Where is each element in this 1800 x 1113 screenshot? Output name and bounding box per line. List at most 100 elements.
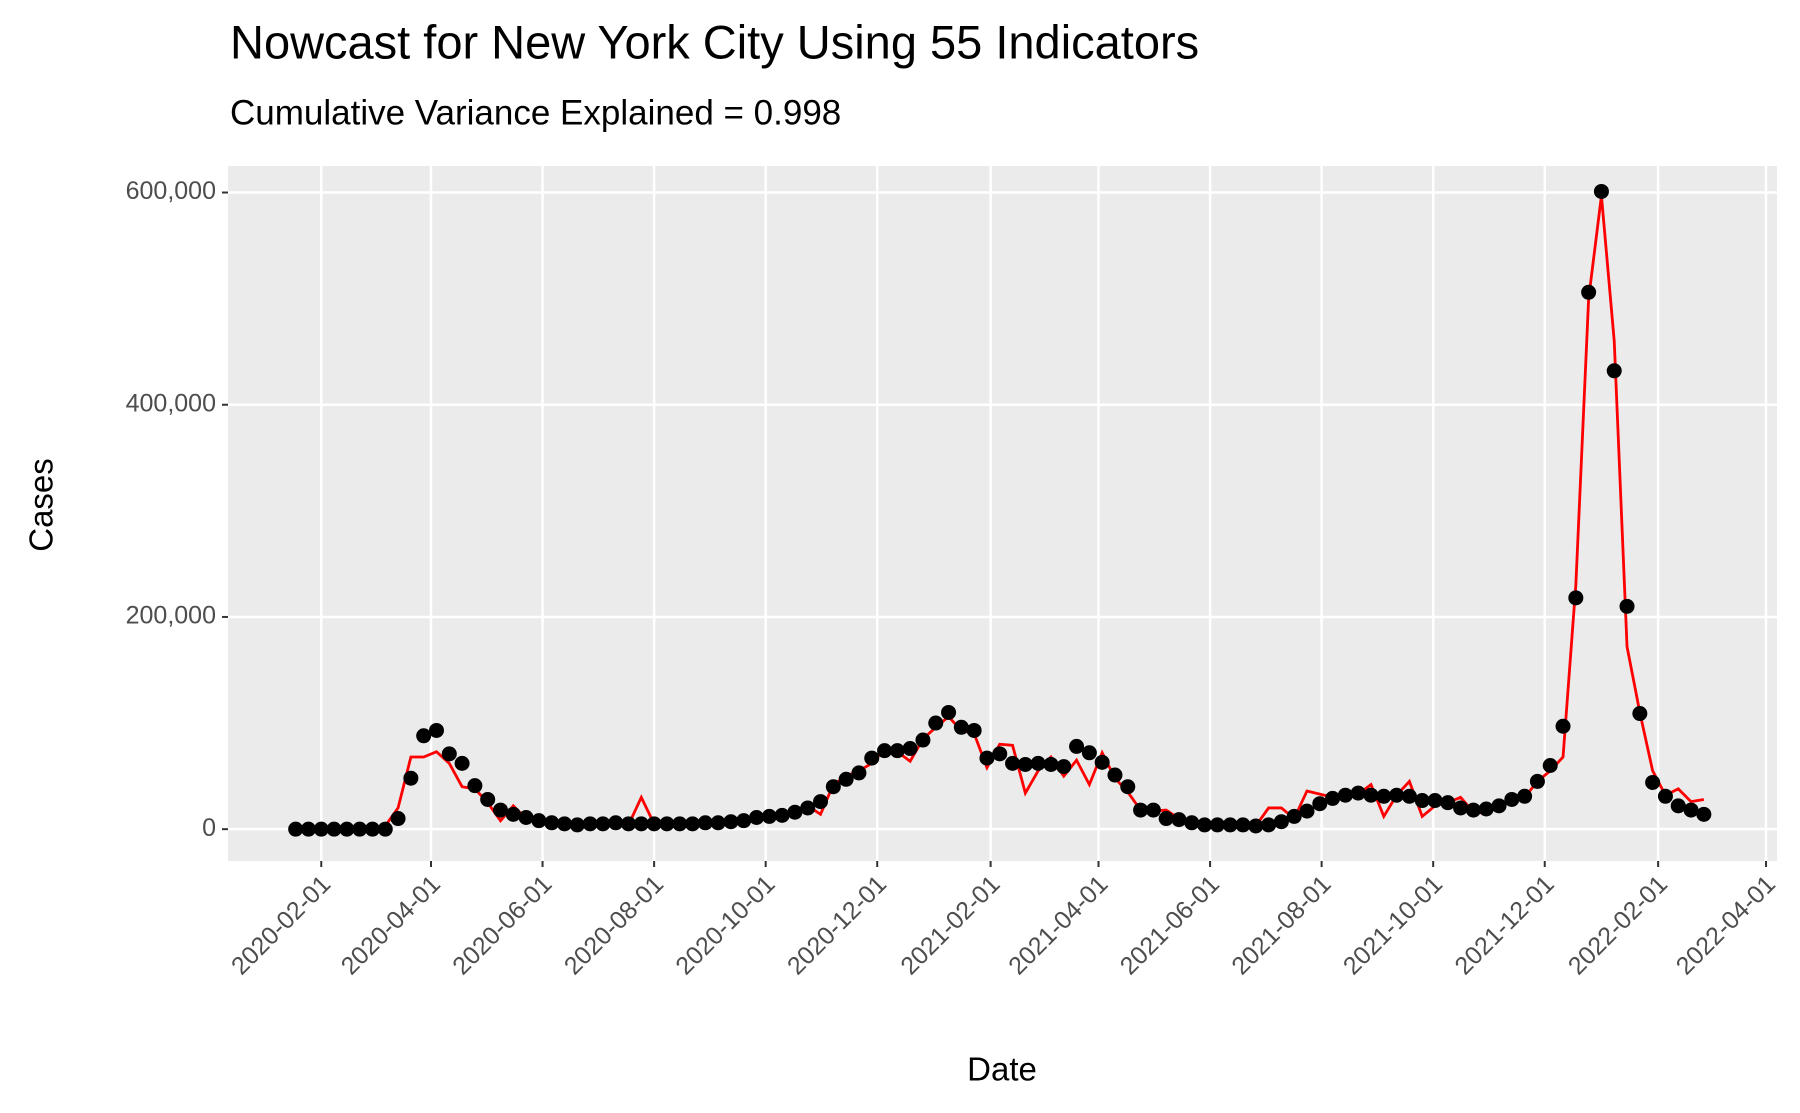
data-point <box>1683 802 1699 818</box>
data-point <box>1043 756 1059 772</box>
data-point <box>1312 796 1328 812</box>
data-point <box>992 746 1008 762</box>
data-point <box>390 811 406 827</box>
x-tick-label: 2020-10-01 <box>670 870 780 980</box>
data-point <box>1197 817 1213 833</box>
data-point <box>761 808 777 824</box>
data-point <box>621 816 637 832</box>
data-point <box>1414 793 1430 809</box>
y-tick-label: 0 <box>202 814 216 842</box>
data-point <box>1542 758 1558 774</box>
data-point <box>326 821 342 837</box>
data-point <box>1261 817 1277 833</box>
y-tick-label: 200,000 <box>126 602 216 630</box>
data-point <box>300 821 316 837</box>
data-point <box>1069 738 1085 754</box>
data-point <box>313 821 329 837</box>
data-point <box>1350 785 1366 801</box>
data-point <box>1171 812 1187 828</box>
data-point <box>697 815 713 831</box>
y-axis-title: Cases <box>23 458 60 552</box>
data-point <box>1389 787 1405 803</box>
data-point <box>1325 790 1341 806</box>
x-tick-label: 2021-08-01 <box>1226 870 1336 980</box>
data-point <box>928 715 944 731</box>
data-point <box>1222 817 1238 833</box>
data-point <box>1606 363 1622 379</box>
x-tick-label: 2020-12-01 <box>782 870 892 980</box>
data-point <box>1081 745 1097 761</box>
data-point <box>1094 754 1110 770</box>
data-point <box>1453 800 1469 816</box>
x-tick-label: 2020-06-01 <box>447 870 557 980</box>
data-point <box>1376 788 1392 804</box>
x-tick-label: 2020-08-01 <box>559 870 669 980</box>
data-point <box>595 816 611 832</box>
data-point <box>1401 788 1417 804</box>
data-point <box>915 732 931 748</box>
chart-title: Nowcast for New York City Using 55 Indic… <box>230 15 1199 68</box>
data-point <box>1337 787 1353 803</box>
data-point <box>966 722 982 738</box>
data-point <box>941 704 957 720</box>
data-point <box>889 743 905 759</box>
x-tick-label: 2021-02-01 <box>895 870 1005 980</box>
data-point <box>825 779 841 795</box>
data-point <box>569 817 585 833</box>
data-point <box>1145 802 1161 818</box>
data-point <box>505 806 521 822</box>
x-tick-label: 2022-04-01 <box>1671 870 1781 980</box>
data-point <box>1465 802 1481 818</box>
x-tick-label: 2022-02-01 <box>1563 870 1673 980</box>
data-point <box>1670 798 1686 814</box>
data-point <box>454 755 470 771</box>
data-point <box>339 821 355 837</box>
data-point <box>531 813 547 829</box>
data-point <box>953 719 969 735</box>
chart-subtitle: Cumulative Variance Explained = 0.998 <box>230 93 841 132</box>
y-tick-label: 600,000 <box>126 177 216 205</box>
data-point <box>710 815 726 831</box>
data-point <box>1491 798 1507 814</box>
data-point <box>659 816 675 832</box>
data-point <box>1235 817 1251 833</box>
x-tick-label: 2020-02-01 <box>226 870 336 980</box>
data-point <box>723 814 739 830</box>
data-point <box>838 771 854 787</box>
data-point <box>1696 806 1712 822</box>
data-point <box>492 802 508 818</box>
data-point <box>288 821 304 837</box>
data-point <box>1504 791 1520 807</box>
y-tick-label: 400,000 <box>126 389 216 417</box>
data-point <box>428 722 444 738</box>
data-point <box>864 750 880 766</box>
data-point <box>646 816 662 832</box>
data-point <box>1581 284 1597 300</box>
data-point <box>685 816 701 832</box>
data-point <box>1056 759 1072 775</box>
data-point <box>441 746 457 762</box>
x-tick-label: 2020-04-01 <box>336 870 446 980</box>
data-point <box>1299 803 1315 819</box>
x-tick-label: 2021-10-01 <box>1338 870 1448 980</box>
data-point <box>1120 779 1136 795</box>
data-point <box>416 728 432 744</box>
data-point <box>1248 818 1264 834</box>
data-point <box>1363 787 1379 803</box>
data-point <box>1158 811 1174 827</box>
data-point <box>749 809 765 825</box>
data-point <box>1619 598 1635 614</box>
data-point <box>1568 590 1584 606</box>
x-tick-label: 2021-06-01 <box>1115 870 1225 980</box>
data-point <box>800 800 816 816</box>
data-point <box>736 813 752 829</box>
data-point <box>633 816 649 832</box>
data-point <box>1427 793 1443 809</box>
data-point <box>1273 814 1289 830</box>
data-point <box>1133 802 1149 818</box>
data-point <box>902 741 918 757</box>
data-point <box>851 765 867 781</box>
data-point <box>1478 801 1494 817</box>
data-point <box>608 815 624 831</box>
